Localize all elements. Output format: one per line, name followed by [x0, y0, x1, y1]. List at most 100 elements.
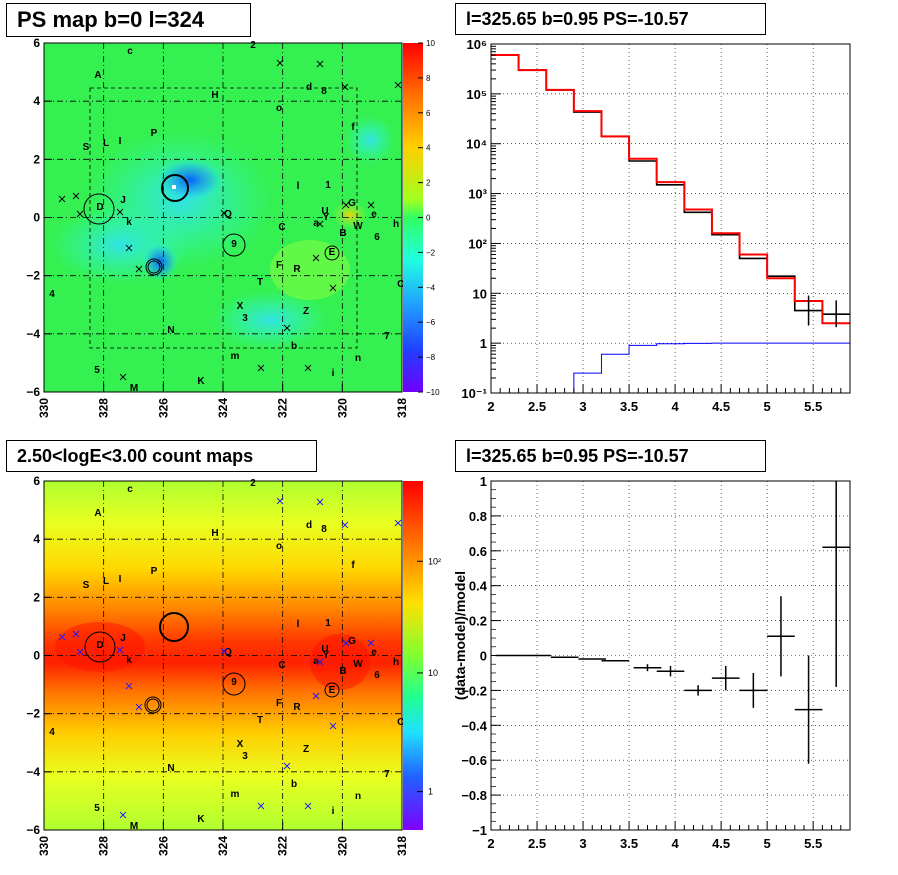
map-x-tick-label: 320: [335, 398, 349, 418]
source-label: M: [130, 821, 138, 832]
ps-map-circles: [83, 174, 340, 276]
ps-map-roi-box: [89, 87, 358, 349]
source-label: a: [313, 656, 319, 667]
count-map-hotspot: [55, 622, 145, 672]
source-label: M: [130, 383, 138, 394]
residual-x-tick-label: 3.5: [620, 836, 638, 851]
source-cross-marker: [283, 324, 291, 332]
source-cross-marker: [316, 658, 324, 666]
source-label: d: [306, 520, 312, 531]
source-label: P: [151, 128, 158, 139]
source-label: 8: [321, 524, 327, 535]
source-cross-marker: [116, 208, 124, 216]
residual-y-axis-label: (data-model)/model: [452, 571, 468, 700]
residual-y-tick-label: −0.6: [461, 753, 487, 768]
residual-x-tick-label: 2: [487, 836, 494, 851]
source-label: n: [355, 353, 361, 364]
source-label: E: [329, 247, 336, 258]
source-label: h: [393, 657, 399, 668]
count-map-hotspot: [310, 634, 370, 690]
source-label: a: [313, 218, 319, 229]
source-label: e: [371, 647, 377, 658]
source-cross-marker: [394, 81, 402, 89]
map-y-tick-label: 4: [33, 94, 40, 108]
residual-point: [794, 655, 823, 764]
source-label: P: [151, 566, 158, 577]
source-cross-marker: [220, 647, 228, 655]
spectrum-x-tick-label: 3.5: [620, 399, 638, 414]
ps-map-colorbar-ticks: 10 8 6 4 2 0 −2 −4 −6 −8 −10: [418, 39, 440, 397]
source-label: K: [197, 814, 205, 825]
source-label: F: [276, 698, 282, 709]
source-label: I: [119, 574, 122, 585]
source-label: W: [353, 221, 363, 232]
spectrum-y-tick-label: 10⁶: [467, 37, 487, 52]
source-label: C: [278, 660, 285, 671]
source-label: C: [278, 222, 285, 233]
source-label: 4: [49, 727, 55, 738]
map-y-tick-label: 0: [33, 211, 40, 225]
colorbar-tick-label: 2: [426, 179, 431, 188]
source-label: S: [83, 142, 90, 153]
map-x-tick-label: 328: [97, 836, 111, 856]
source-cross-marker: [135, 265, 143, 273]
source-label: 1: [325, 618, 331, 629]
residual-y-tick-label: 0.4: [469, 579, 488, 594]
source-label: Z: [303, 306, 309, 317]
source-cross-marker: [116, 646, 124, 654]
map-y-tick-label: −2: [26, 269, 40, 283]
source-label: G: [348, 198, 356, 209]
residual-y-tick-label: 0.8: [469, 509, 487, 524]
source-cross-marker: [367, 201, 375, 209]
spectrum-y-tick-label: 10⁴: [466, 137, 487, 152]
residual-x-tick-label: 3: [579, 836, 586, 851]
spectrum-y-tick-label: 10: [473, 286, 487, 301]
ps-map-title: PS map b=0 l=324: [6, 3, 251, 37]
source-label: E: [329, 685, 336, 696]
source-label: S: [83, 580, 90, 591]
source-label: n: [355, 791, 361, 802]
source-label: A: [94, 508, 101, 519]
source-cross-marker: [312, 692, 320, 700]
source-label: I: [119, 136, 122, 147]
source-label: O: [397, 717, 405, 728]
spectrum-x-tick-label: 4.5: [712, 399, 730, 414]
spectrum-y-tick-label: 1: [480, 336, 487, 351]
colorbar-tick-label: −8: [426, 353, 436, 362]
count-map-colorbar: [403, 481, 423, 830]
source-cross-marker: [316, 220, 324, 228]
map-y-tick-label: 0: [33, 649, 40, 663]
source-label: m: [231, 789, 240, 800]
source-cross-marker: [72, 630, 80, 638]
colorbar-tick-label: −10: [426, 388, 440, 397]
spectrum-panel: 2 2.5 3 3.5 4 4.5 5 5.5 10⁻¹ 1 10 10² 10³ 10⁴ 10⁵ 10⁶: [461, 37, 851, 414]
spectrum-plot-area: [491, 44, 850, 393]
source-label: 9: [231, 677, 237, 688]
source-label: 9: [231, 239, 237, 250]
spectrum-model-series: [491, 54, 850, 325]
source-label: f: [351, 560, 355, 571]
spectrum-x-tick-label: 5.5: [804, 399, 822, 414]
source-label: c: [127, 46, 133, 57]
residual-point: [656, 665, 685, 677]
source-label: l: [297, 619, 300, 630]
source-label: k: [126, 655, 132, 666]
source-label: 3: [242, 751, 248, 762]
map-x-tick-label: 326: [156, 836, 170, 856]
map-y-tick-label: −2: [26, 707, 40, 721]
map-y-tick-label: −6: [26, 385, 40, 399]
source-cross-marker: [276, 59, 284, 67]
source-label: e: [371, 209, 377, 220]
residual-point: [767, 596, 795, 677]
map-y-tick-label: −4: [26, 327, 40, 341]
source-cross-marker: [341, 521, 349, 529]
source-cross-marker: [342, 201, 350, 209]
map-x-tick-label: 324: [216, 836, 230, 856]
source-cross-marker: [329, 284, 337, 292]
source-label: A: [94, 70, 101, 81]
source-label: b: [291, 779, 297, 790]
residual-y-tick-label: −0.8: [461, 788, 487, 803]
residual-x-tick-label: 4.5: [712, 836, 730, 851]
map-x-tick-label: 320: [335, 836, 349, 856]
